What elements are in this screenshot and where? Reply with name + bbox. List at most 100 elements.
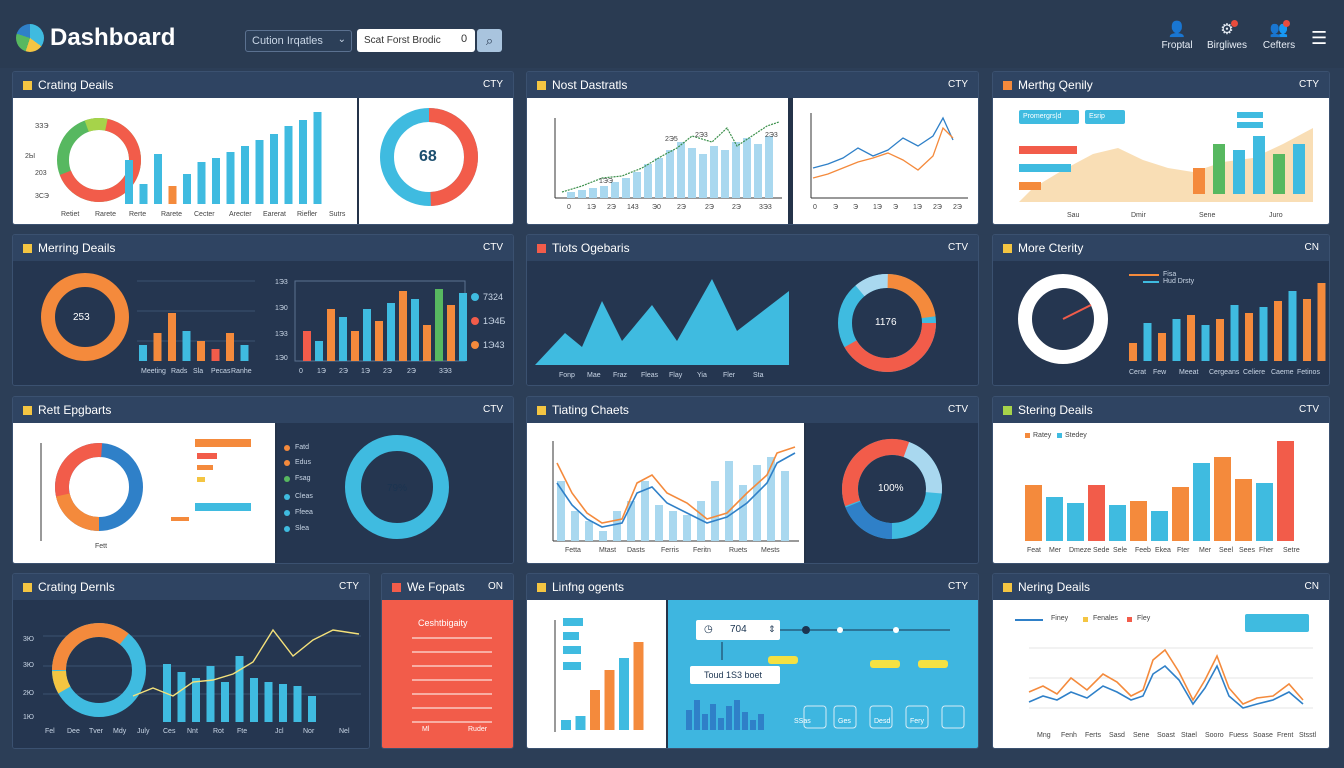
x-tick: 3Э3 xyxy=(759,204,772,211)
x-tick: 3Э3 xyxy=(439,368,452,375)
area-bar-chart xyxy=(1019,112,1313,202)
legend-label: Slea xyxy=(295,525,310,532)
flow-node[interactable] xyxy=(837,627,843,633)
area-series xyxy=(535,279,789,365)
x-tick: Dee xyxy=(67,728,80,735)
y-tick: 1Э0 xyxy=(275,355,288,362)
x-tick: Stsstl xyxy=(1299,732,1317,739)
x-tick: 1Э xyxy=(913,204,922,211)
header-item-profile[interactable]: 👤 Froptal xyxy=(1152,20,1202,51)
x-tick: Fher xyxy=(1259,547,1274,554)
chart-bar xyxy=(781,471,789,541)
chart-bar xyxy=(758,714,764,730)
x-tick: Soase xyxy=(1253,732,1273,739)
flow-slot[interactable] xyxy=(833,705,857,729)
header-item-notifications[interactable]: ⚙ Birgliwes xyxy=(1202,20,1252,51)
hbar xyxy=(1019,182,1041,190)
x-tick: Dmir xyxy=(1131,212,1146,219)
x-tick: Cecter xyxy=(194,211,215,218)
panel-nost-dastratls: Nost Dastratls CTY 2Э5 2Э3 1ЭЭ 2Э3 0 1Э … xyxy=(526,71,979,225)
x-tick: Sene xyxy=(1133,732,1150,739)
x-tick: Desd xyxy=(874,718,891,725)
flow-slot[interactable] xyxy=(905,705,929,729)
panel-tiots-ogebaris: Tiots Ogebaris CTV 1176 Fonp Mae Fraz Fl… xyxy=(526,234,979,386)
x-tick: Fte xyxy=(237,728,248,735)
chart-bar xyxy=(1230,305,1239,361)
legend-dot xyxy=(471,293,479,301)
x-tick: 2Э xyxy=(953,204,962,211)
chart-bar xyxy=(683,515,691,541)
chart-bar xyxy=(226,152,235,204)
header-item-label: Birgliwes xyxy=(1206,40,1247,51)
x-tick: Dasts xyxy=(627,547,645,554)
panel-chart-area-2: 0 Э Э 1Э Э 1Э 2Э 2Э xyxy=(793,98,978,224)
flow-node[interactable] xyxy=(802,626,810,634)
line-chart xyxy=(1015,614,1313,709)
chart-bar xyxy=(1288,291,1297,361)
filter-select[interactable]: Cution Irqatles ⌄ xyxy=(245,30,352,52)
chart-bar xyxy=(575,716,586,730)
chart-bar xyxy=(567,192,575,198)
flow-node[interactable] xyxy=(893,627,899,633)
panel-header: Crating Deails CTY xyxy=(13,72,513,98)
donut-ring xyxy=(41,273,129,361)
chart-bar xyxy=(308,696,316,722)
counter-box[interactable] xyxy=(696,620,780,640)
legend-chip xyxy=(1019,110,1079,124)
x-tick: Sau xyxy=(1067,212,1080,219)
chart-bar xyxy=(557,481,565,541)
panel-square-icon xyxy=(537,244,546,253)
chart-bar xyxy=(571,511,579,541)
flow-pill xyxy=(918,660,948,668)
search-icon: ⌕ xyxy=(485,33,494,48)
donut-segment xyxy=(55,443,143,531)
donut-value: 253 xyxy=(73,312,90,323)
flow-pill xyxy=(870,660,900,668)
header-item-people[interactable]: 👥 Cefters xyxy=(1254,20,1304,51)
x-tick: Cerat xyxy=(1129,369,1147,376)
chart-bar xyxy=(327,309,335,361)
x-tick: 1Э xyxy=(317,368,326,375)
search-button[interactable]: ⌕ xyxy=(477,29,502,52)
donut-bar-line-chart xyxy=(43,623,361,722)
x-tick: Frent xyxy=(1277,732,1294,739)
flow-slot[interactable] xyxy=(869,705,893,729)
gauge-value: 68 xyxy=(419,148,437,165)
panel-title: Merring Deails xyxy=(38,241,116,255)
panel-header: Crating Dernls CTY xyxy=(13,574,369,600)
legend-swatch xyxy=(1127,617,1132,622)
chart-bar xyxy=(1201,325,1210,361)
chart-bar xyxy=(1317,283,1326,361)
menu-icon[interactable]: ☰ xyxy=(1311,28,1328,48)
panel-tag: CTY xyxy=(948,79,968,90)
legend-label: Esrip xyxy=(1089,113,1105,120)
x-tick: Sene xyxy=(1199,212,1216,219)
chart-bar xyxy=(725,461,733,541)
x-tick: Yia xyxy=(697,372,707,379)
counter-value: 704 xyxy=(730,624,747,635)
legend-label: Ratey xyxy=(1033,432,1052,439)
panel-header: Nost Dastratls CTY xyxy=(527,72,978,98)
flow-slot[interactable] xyxy=(941,705,965,729)
callout xyxy=(563,632,579,640)
panel-more-cterity: More Cterity CN Fisa Hud Drsty Cerat Few… xyxy=(992,234,1330,386)
dashboard-logo-icon xyxy=(16,24,44,52)
gauge-bar-chart xyxy=(1018,274,1326,364)
series-line xyxy=(812,126,954,179)
panel-square-icon xyxy=(23,81,32,90)
people-icon: 👥 xyxy=(1269,20,1290,38)
chart-bar xyxy=(561,720,571,730)
chart-bar xyxy=(125,160,133,204)
chart-bar xyxy=(721,150,729,198)
chart-bar xyxy=(734,700,740,730)
search-input[interactable] xyxy=(357,29,475,52)
panel-chart-area: Fisa Hud Drsty Cerat Few Meeat Cergeans … xyxy=(993,261,1329,385)
flow-slot[interactable] xyxy=(803,705,827,729)
panel-header: Merthg Qenily CTY xyxy=(993,72,1329,98)
series-line xyxy=(1028,664,1304,709)
y-tick: ЗЗЭ xyxy=(35,123,49,130)
panel-chart-area: Promergrs|d Esrip Sau Dmir Sene Juro xyxy=(993,98,1329,224)
chart-bar xyxy=(750,720,756,730)
chart-bar xyxy=(363,309,371,361)
panel-tag: CTV xyxy=(483,242,503,253)
